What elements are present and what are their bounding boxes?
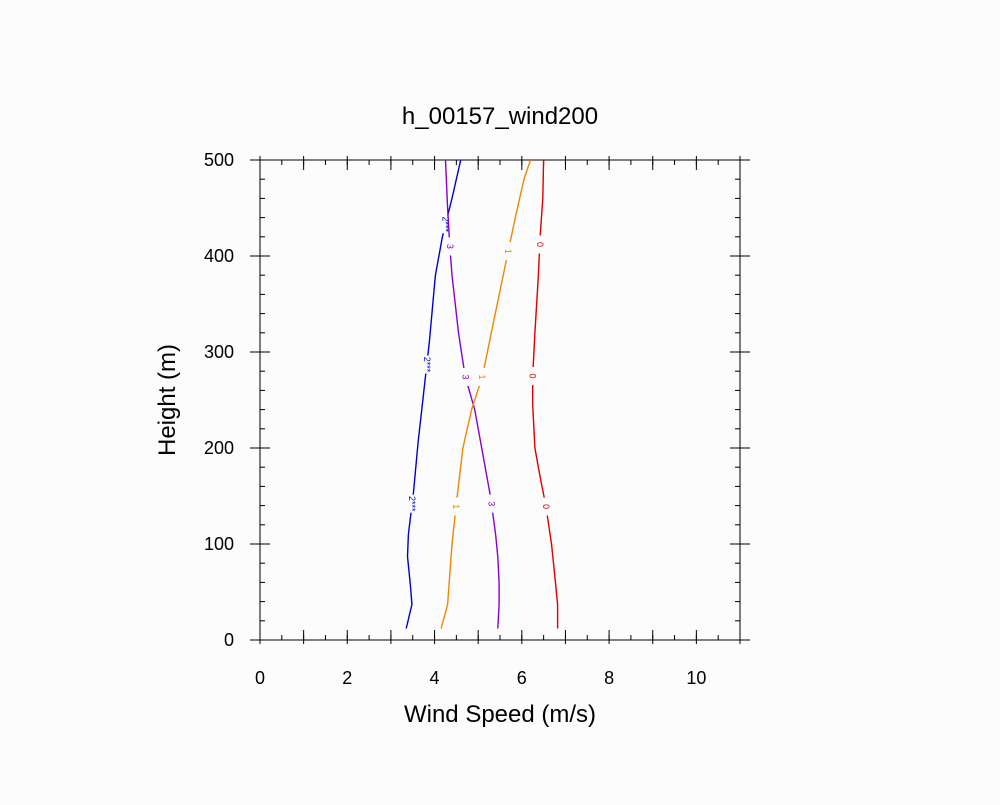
series-line-1 <box>405 159 462 629</box>
plot-area: 0 2 4 6 8 1001002003004005002***2***2***33311… <box>204 150 750 688</box>
series-line-label: 1 <box>503 249 513 254</box>
y-tick-label: 500 <box>204 150 234 170</box>
chart-title: h_00157_wind200 <box>402 103 598 130</box>
line-label-bg <box>486 494 497 513</box>
line-label-bg <box>407 494 418 513</box>
y-tick-label: 300 <box>204 342 234 362</box>
line-label-bg <box>503 242 514 261</box>
y-axis-label: Height (m) <box>154 344 181 456</box>
x-tick-label: 4 <box>430 668 440 688</box>
series-line-label: 0 <box>535 242 545 247</box>
series-line-label: 2*** <box>422 357 432 373</box>
line-label-bg <box>421 355 432 374</box>
line-label-bg <box>477 367 488 386</box>
y-tick-label: 0 <box>224 630 234 650</box>
line-label-bg <box>460 367 471 386</box>
x-tick-label: 10 <box>686 668 706 688</box>
y-tick-label: 100 <box>204 534 234 554</box>
x-tick-label: 6 <box>517 668 527 688</box>
y-tick-label: 200 <box>204 438 234 458</box>
series-line-label: 0 <box>528 373 538 378</box>
line-label-bg <box>527 367 538 385</box>
series-line-label: 0 <box>541 504 551 509</box>
series-line-label: 1 <box>451 504 461 509</box>
line-label-bg <box>444 237 455 256</box>
series-line-label: 3 <box>486 501 496 506</box>
series-line-label: 3 <box>460 374 470 379</box>
x-tick-label: 8 <box>604 668 614 688</box>
x-tick-label: 0 <box>255 668 265 688</box>
line-label-bg <box>451 497 462 516</box>
series-line-label: 2*** <box>441 217 451 233</box>
x-tick-label: 2 <box>342 668 352 688</box>
series-line-label: 1 <box>477 374 487 379</box>
series-line-4 <box>532 159 559 629</box>
line-label-bg <box>440 215 451 234</box>
line-label-bg <box>534 235 545 254</box>
series-line-3 <box>440 159 532 629</box>
series-line-label: 3 <box>445 244 455 249</box>
y-tick-label: 400 <box>204 246 234 266</box>
x-axis-label: Wind Speed (m/s) <box>404 701 596 728</box>
series-line-2 <box>444 159 500 629</box>
series-line-label: 2*** <box>407 496 417 512</box>
plot-frame <box>259 159 741 641</box>
line-label-bg <box>540 497 551 516</box>
